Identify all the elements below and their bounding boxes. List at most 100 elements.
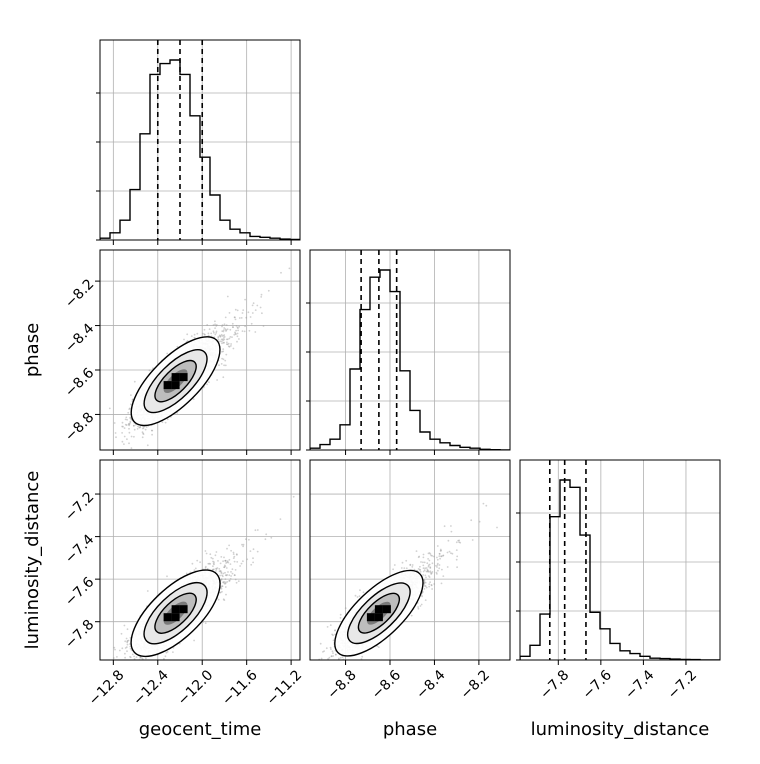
scatter-point xyxy=(263,325,265,327)
scatter-point xyxy=(212,565,214,567)
scatter-point xyxy=(230,571,232,573)
scatter-point xyxy=(196,333,198,335)
scatter-point xyxy=(227,338,229,340)
scatter-point xyxy=(204,333,206,335)
scatter-point xyxy=(133,425,135,427)
scatter-point xyxy=(224,323,226,325)
scatter-point xyxy=(250,550,252,552)
scatter-point xyxy=(221,330,223,332)
scatter-point xyxy=(172,651,174,653)
scatter-point xyxy=(186,573,188,575)
scatter-point xyxy=(250,316,252,318)
scatter-point xyxy=(242,330,244,332)
scatter-point xyxy=(235,330,237,332)
scatter-point xyxy=(238,326,240,328)
scatter-point xyxy=(252,557,254,559)
scatter-point xyxy=(127,628,129,630)
joint-panel-geocent_time-luminosity_distance xyxy=(95,460,300,680)
scatter-point xyxy=(245,538,247,540)
scatter-point xyxy=(196,560,198,562)
scatter-point xyxy=(268,290,270,292)
scatter-point xyxy=(129,432,131,434)
scatter-point xyxy=(223,573,225,575)
scatter-point xyxy=(233,557,235,559)
scatter-point xyxy=(209,553,211,555)
scatter-point xyxy=(239,565,241,567)
scatter-point xyxy=(150,661,152,663)
scatter-point xyxy=(244,299,246,301)
scatter-point xyxy=(138,427,140,429)
scatter-point xyxy=(238,580,240,582)
scatter-point xyxy=(218,599,220,601)
scatter-point xyxy=(236,325,238,327)
hist-panel-geocent_time xyxy=(96,40,300,245)
scatter-point xyxy=(237,310,239,312)
scatter-point xyxy=(229,329,231,331)
scatter-point xyxy=(119,666,121,668)
scatter-point xyxy=(218,336,220,338)
scatter-point xyxy=(153,661,155,663)
scatter-point xyxy=(235,309,237,311)
scatter-point xyxy=(214,327,216,329)
scatter-point xyxy=(129,408,131,410)
scatter-point xyxy=(225,329,227,331)
scatter-point xyxy=(147,590,149,592)
scatter-point xyxy=(253,302,255,304)
scatter-point xyxy=(224,360,226,362)
scatter-point xyxy=(230,563,232,565)
joint-panel-geocent_time-phase xyxy=(91,250,300,455)
scatter-point xyxy=(226,341,228,343)
scatter-point xyxy=(231,336,233,338)
scatter-point xyxy=(126,424,128,426)
scatter-point xyxy=(208,381,210,383)
scatter-point xyxy=(109,408,111,410)
scatter-point xyxy=(245,317,247,319)
scatter-point xyxy=(218,568,220,570)
scatter-point xyxy=(237,327,239,329)
scatter-point xyxy=(214,323,216,325)
scatter-point xyxy=(205,567,207,569)
scatter-point xyxy=(223,557,225,559)
scatter-point xyxy=(257,529,259,531)
scatter-point xyxy=(145,658,147,660)
scatter-point xyxy=(223,342,225,344)
scatter-point xyxy=(121,647,123,649)
scatter-point xyxy=(225,365,227,367)
scatter-point xyxy=(137,428,139,430)
scatter-point xyxy=(124,657,126,659)
scatter-point xyxy=(252,312,254,314)
scatter-point xyxy=(131,447,133,449)
scatter-point xyxy=(124,640,126,642)
scatter-point xyxy=(151,430,153,432)
scatter-point xyxy=(221,575,223,577)
scatter-point xyxy=(255,309,257,311)
scatter-point xyxy=(224,583,226,585)
scatter-point xyxy=(244,325,246,327)
scatter-point xyxy=(204,329,206,331)
scatter-point xyxy=(138,661,140,663)
scatter-point xyxy=(127,644,129,646)
scatter-point xyxy=(208,333,210,335)
scatter-point xyxy=(223,327,225,329)
scatter-point xyxy=(265,538,267,540)
scatter-point xyxy=(119,650,121,652)
scatter-point xyxy=(223,364,225,366)
scatter-point xyxy=(234,574,236,576)
scatter-point xyxy=(253,548,255,550)
scatter-point xyxy=(225,578,227,580)
scatter-point xyxy=(237,330,239,332)
scatter-point xyxy=(222,376,224,378)
panel-border xyxy=(310,250,510,450)
scatter-point xyxy=(235,569,237,571)
scatter-point xyxy=(186,333,188,335)
scatter-point xyxy=(206,324,208,326)
scatter-point xyxy=(151,434,153,436)
scatter-point xyxy=(130,656,132,658)
scatter-point xyxy=(233,553,235,555)
scatter-point xyxy=(221,363,223,365)
scatter-point xyxy=(252,305,254,307)
scatter-point xyxy=(116,656,118,658)
scatter-point xyxy=(214,320,216,322)
scatter-point xyxy=(125,417,127,419)
